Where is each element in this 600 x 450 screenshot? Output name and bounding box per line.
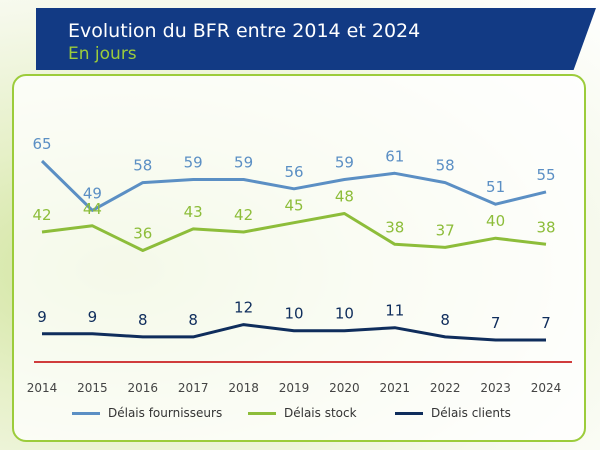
data-label-fournisseurs: 65 xyxy=(32,135,51,153)
legend-swatch-stock xyxy=(248,411,276,415)
x-tick-label: 2016 xyxy=(128,381,159,395)
legend-label-stock: Délais stock xyxy=(284,406,357,420)
chart-subtitle: En jours xyxy=(68,44,137,64)
title-banner xyxy=(36,8,596,70)
x-tick-label: 2020 xyxy=(329,381,360,395)
series-layer: 65 49 58 59 59 56 59 61 58 51 55 42 44 36 43 42 45 48 38 37… xyxy=(32,135,556,342)
data-label-clients: 7 xyxy=(491,314,501,332)
x-tick-label: 2023 xyxy=(480,381,511,395)
x-tick-label: 2022 xyxy=(430,381,461,395)
data-label-clients: 10 xyxy=(284,305,303,323)
legend-swatch-clients xyxy=(395,411,423,415)
data-label-clients: 9 xyxy=(88,308,98,326)
data-label-clients: 8 xyxy=(188,311,198,329)
data-label-stock: 42 xyxy=(234,206,253,224)
data-label-fournisseurs: 59 xyxy=(234,154,253,172)
x-tick-label: 2021 xyxy=(380,381,411,395)
legend-label-clients: Délais clients xyxy=(431,406,511,420)
data-label-clients: 7 xyxy=(541,314,551,332)
data-label-fournisseurs: 61 xyxy=(385,147,404,165)
series-clients: 9 9 8 8 12 10 10 11 8 7 7 xyxy=(37,299,551,342)
data-label-clients: 12 xyxy=(234,299,253,317)
legend-item-stock: Délais stock xyxy=(248,406,357,420)
x-tick-label: 2014 xyxy=(27,381,58,395)
data-label-fournisseurs: 51 xyxy=(486,178,505,196)
chart-panel xyxy=(12,74,586,442)
data-label-fournisseurs: 58 xyxy=(436,157,455,175)
data-label-stock: 37 xyxy=(436,221,455,239)
data-label-stock: 43 xyxy=(184,203,203,221)
x-axis: 2014 2015 2016 2017 2018 2019 2020 2021 2022 2023… xyxy=(27,381,562,395)
data-label-clients: 11 xyxy=(385,302,404,320)
x-tick-label: 2018 xyxy=(228,381,259,395)
data-label-fournisseurs: 55 xyxy=(536,166,555,184)
data-label-fournisseurs: 49 xyxy=(83,184,102,202)
series-fournisseurs: 65 49 58 59 59 56 59 61 58 51 55 xyxy=(32,135,556,212)
data-label-fournisseurs: 59 xyxy=(335,154,354,172)
data-label-fournisseurs: 59 xyxy=(184,154,203,172)
legend-item-clients: Délais clients xyxy=(395,406,511,420)
data-label-stock: 40 xyxy=(486,212,505,230)
series-stock: 42 44 36 43 42 45 48 38 37 40 38 xyxy=(32,187,556,252)
data-label-clients: 8 xyxy=(138,311,148,329)
legend-swatch-fournisseurs xyxy=(72,411,100,415)
series-line-fournisseurs xyxy=(40,159,547,212)
data-label-stock: 36 xyxy=(133,225,152,243)
legend: Délais fournisseurs Délais stock Délais … xyxy=(0,406,600,426)
data-label-stock: 38 xyxy=(385,218,404,236)
data-label-stock: 42 xyxy=(32,206,51,224)
x-tick-label: 2015 xyxy=(77,381,108,395)
data-label-fournisseurs: 58 xyxy=(133,157,152,175)
data-label-stock: 48 xyxy=(335,187,354,205)
data-label-stock: 45 xyxy=(284,197,303,215)
series-line-clients xyxy=(42,323,546,342)
data-label-clients: 8 xyxy=(440,311,450,329)
x-tick-label: 2017 xyxy=(178,381,209,395)
legend-label-fournisseurs: Délais fournisseurs xyxy=(108,406,223,420)
series-line-stock xyxy=(41,212,547,252)
data-label-fournisseurs: 56 xyxy=(284,163,303,181)
data-label-clients: 9 xyxy=(37,308,47,326)
data-label-stock: 44 xyxy=(83,200,102,218)
x-tick-label: 2019 xyxy=(279,381,310,395)
data-label-stock: 38 xyxy=(536,218,555,236)
data-label-clients: 10 xyxy=(335,305,354,323)
x-tick-label: 2024 xyxy=(531,381,562,395)
legend-item-fournisseurs: Délais fournisseurs xyxy=(72,406,222,420)
chart-title: Evolution du BFR entre 2014 et 2024 xyxy=(68,20,421,42)
